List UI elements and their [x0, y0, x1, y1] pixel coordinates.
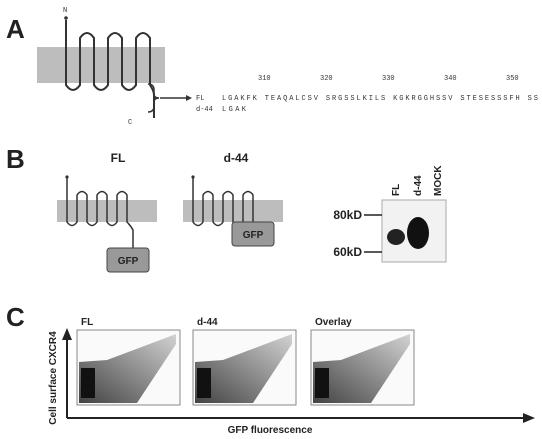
band: [407, 217, 429, 249]
position: 320: [320, 75, 333, 83]
position: 340: [444, 75, 457, 83]
arrow-head: [186, 95, 192, 101]
gfp-label: GFP: [243, 230, 264, 241]
marker-label: 80kD: [333, 208, 362, 222]
construct-name: d-44: [224, 151, 249, 165]
construct-name: FL: [111, 151, 126, 165]
c-terminus: C: [128, 119, 132, 127]
n-dot: [64, 16, 68, 20]
marker-label: 60kD: [333, 245, 362, 259]
row-name: FL: [196, 95, 204, 103]
lane-label: MOCK: [433, 165, 444, 196]
n-dot: [191, 175, 194, 178]
gfp-label: GFP: [118, 256, 139, 267]
x-axis-label: GFP fluorescence: [228, 425, 313, 436]
sequence: LGAKFK TEAQALCSV SRGSSLKILS KGKRGGHSSV S…: [222, 95, 538, 103]
panel-label: B: [6, 144, 25, 174]
scatter-core: [197, 368, 211, 398]
y-axis-label: Cell surface CXCR4: [48, 331, 59, 425]
n-dot: [65, 175, 68, 178]
position: 330: [382, 75, 395, 83]
n-terminus: N: [63, 7, 67, 15]
position: 310: [258, 75, 271, 83]
panel-label: A: [6, 14, 25, 44]
scatter-core: [81, 368, 95, 398]
plot-title: d-44: [197, 317, 218, 328]
figure: A N C 310 320 330 340 350 FL LGAKFK TEAQALCSV…: [0, 0, 542, 439]
plot-title: Overlay: [315, 317, 352, 328]
position: 350: [506, 75, 519, 83]
scatter-core: [315, 368, 329, 398]
membrane: [37, 47, 165, 83]
arrow-head: [62, 328, 72, 340]
plot-title: FL: [81, 317, 93, 328]
lane-label: FL: [391, 184, 402, 196]
arrow-head: [523, 413, 535, 423]
sequence: LGAK: [222, 106, 247, 114]
lane-label: d-44: [413, 175, 424, 196]
panel-label: C: [6, 302, 25, 332]
row-name: d-44: [196, 106, 213, 114]
band: [387, 229, 405, 245]
